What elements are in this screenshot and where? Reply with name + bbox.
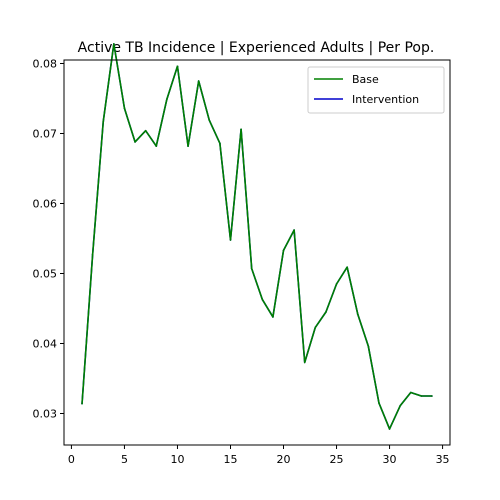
data-point-base bbox=[229, 239, 232, 241]
data-point-base bbox=[155, 145, 158, 147]
data-point-base bbox=[314, 326, 317, 329]
plot-area bbox=[63, 43, 451, 446]
data-point-base bbox=[134, 141, 136, 143]
data-point-base bbox=[113, 43, 115, 45]
x-tick-label: 35 bbox=[436, 453, 450, 466]
series-line-base bbox=[81, 43, 432, 430]
data-point-base bbox=[187, 145, 189, 147]
y-tick-label: 0.08 bbox=[33, 58, 58, 71]
y-tick-label: 0.03 bbox=[33, 408, 58, 421]
data-point-base bbox=[388, 428, 391, 430]
data-point-base bbox=[240, 128, 242, 131]
data-point-base bbox=[282, 249, 285, 252]
y-tick-label: 0.04 bbox=[33, 338, 58, 351]
series-layer bbox=[81, 43, 433, 430]
data-point-base bbox=[356, 313, 359, 315]
data-point-base bbox=[335, 283, 338, 285]
x-tick-label: 30 bbox=[383, 453, 397, 466]
data-point-base bbox=[91, 253, 94, 256]
x-tick-label: 10 bbox=[170, 453, 184, 466]
data-point-base bbox=[197, 80, 200, 82]
x-tick-label: 25 bbox=[330, 453, 344, 466]
data-point-base bbox=[367, 345, 370, 348]
data-point-base bbox=[176, 65, 179, 68]
legend: Base Intervention bbox=[307, 66, 445, 114]
y-tick-label: 0.07 bbox=[33, 128, 58, 141]
data-point-base bbox=[431, 395, 433, 397]
data-point-base bbox=[293, 229, 295, 231]
y-tick-label: 0.05 bbox=[33, 268, 58, 281]
x-tick-label: 20 bbox=[277, 453, 291, 466]
data-point-base bbox=[208, 119, 211, 121]
data-point-base bbox=[144, 129, 147, 132]
data-point-base bbox=[325, 311, 327, 313]
legend-label-base: Base bbox=[352, 73, 379, 86]
data-point-base bbox=[123, 107, 126, 110]
chart-title: Active TB Incidence | Experienced Adults… bbox=[78, 40, 435, 56]
data-point-base bbox=[250, 267, 253, 270]
data-point-base bbox=[81, 402, 83, 405]
x-tick-label: 5 bbox=[121, 453, 128, 466]
data-point-base bbox=[272, 316, 274, 318]
data-point-base bbox=[261, 298, 264, 301]
y-tick-label: 0.06 bbox=[33, 198, 58, 211]
data-point-base bbox=[102, 120, 105, 123]
data-point-base bbox=[346, 266, 348, 269]
data-point-base bbox=[409, 391, 412, 394]
axes-frame bbox=[63, 59, 451, 446]
data-point-base bbox=[219, 142, 221, 145]
data-point-base bbox=[399, 405, 401, 407]
x-tick-label: 15 bbox=[223, 453, 237, 466]
data-point-base bbox=[166, 98, 168, 100]
legend-label-intervention: Intervention bbox=[352, 93, 419, 106]
x-axis: 0 5 10 15 20 25 30 35 bbox=[68, 445, 450, 466]
data-point-base bbox=[378, 402, 380, 404]
y-axis: 0.03 0.04 0.05 0.06 0.07 0.08 bbox=[33, 58, 64, 421]
x-tick-label: 0 bbox=[68, 453, 75, 466]
data-point-base bbox=[303, 361, 306, 364]
data-point-base bbox=[420, 395, 423, 397]
